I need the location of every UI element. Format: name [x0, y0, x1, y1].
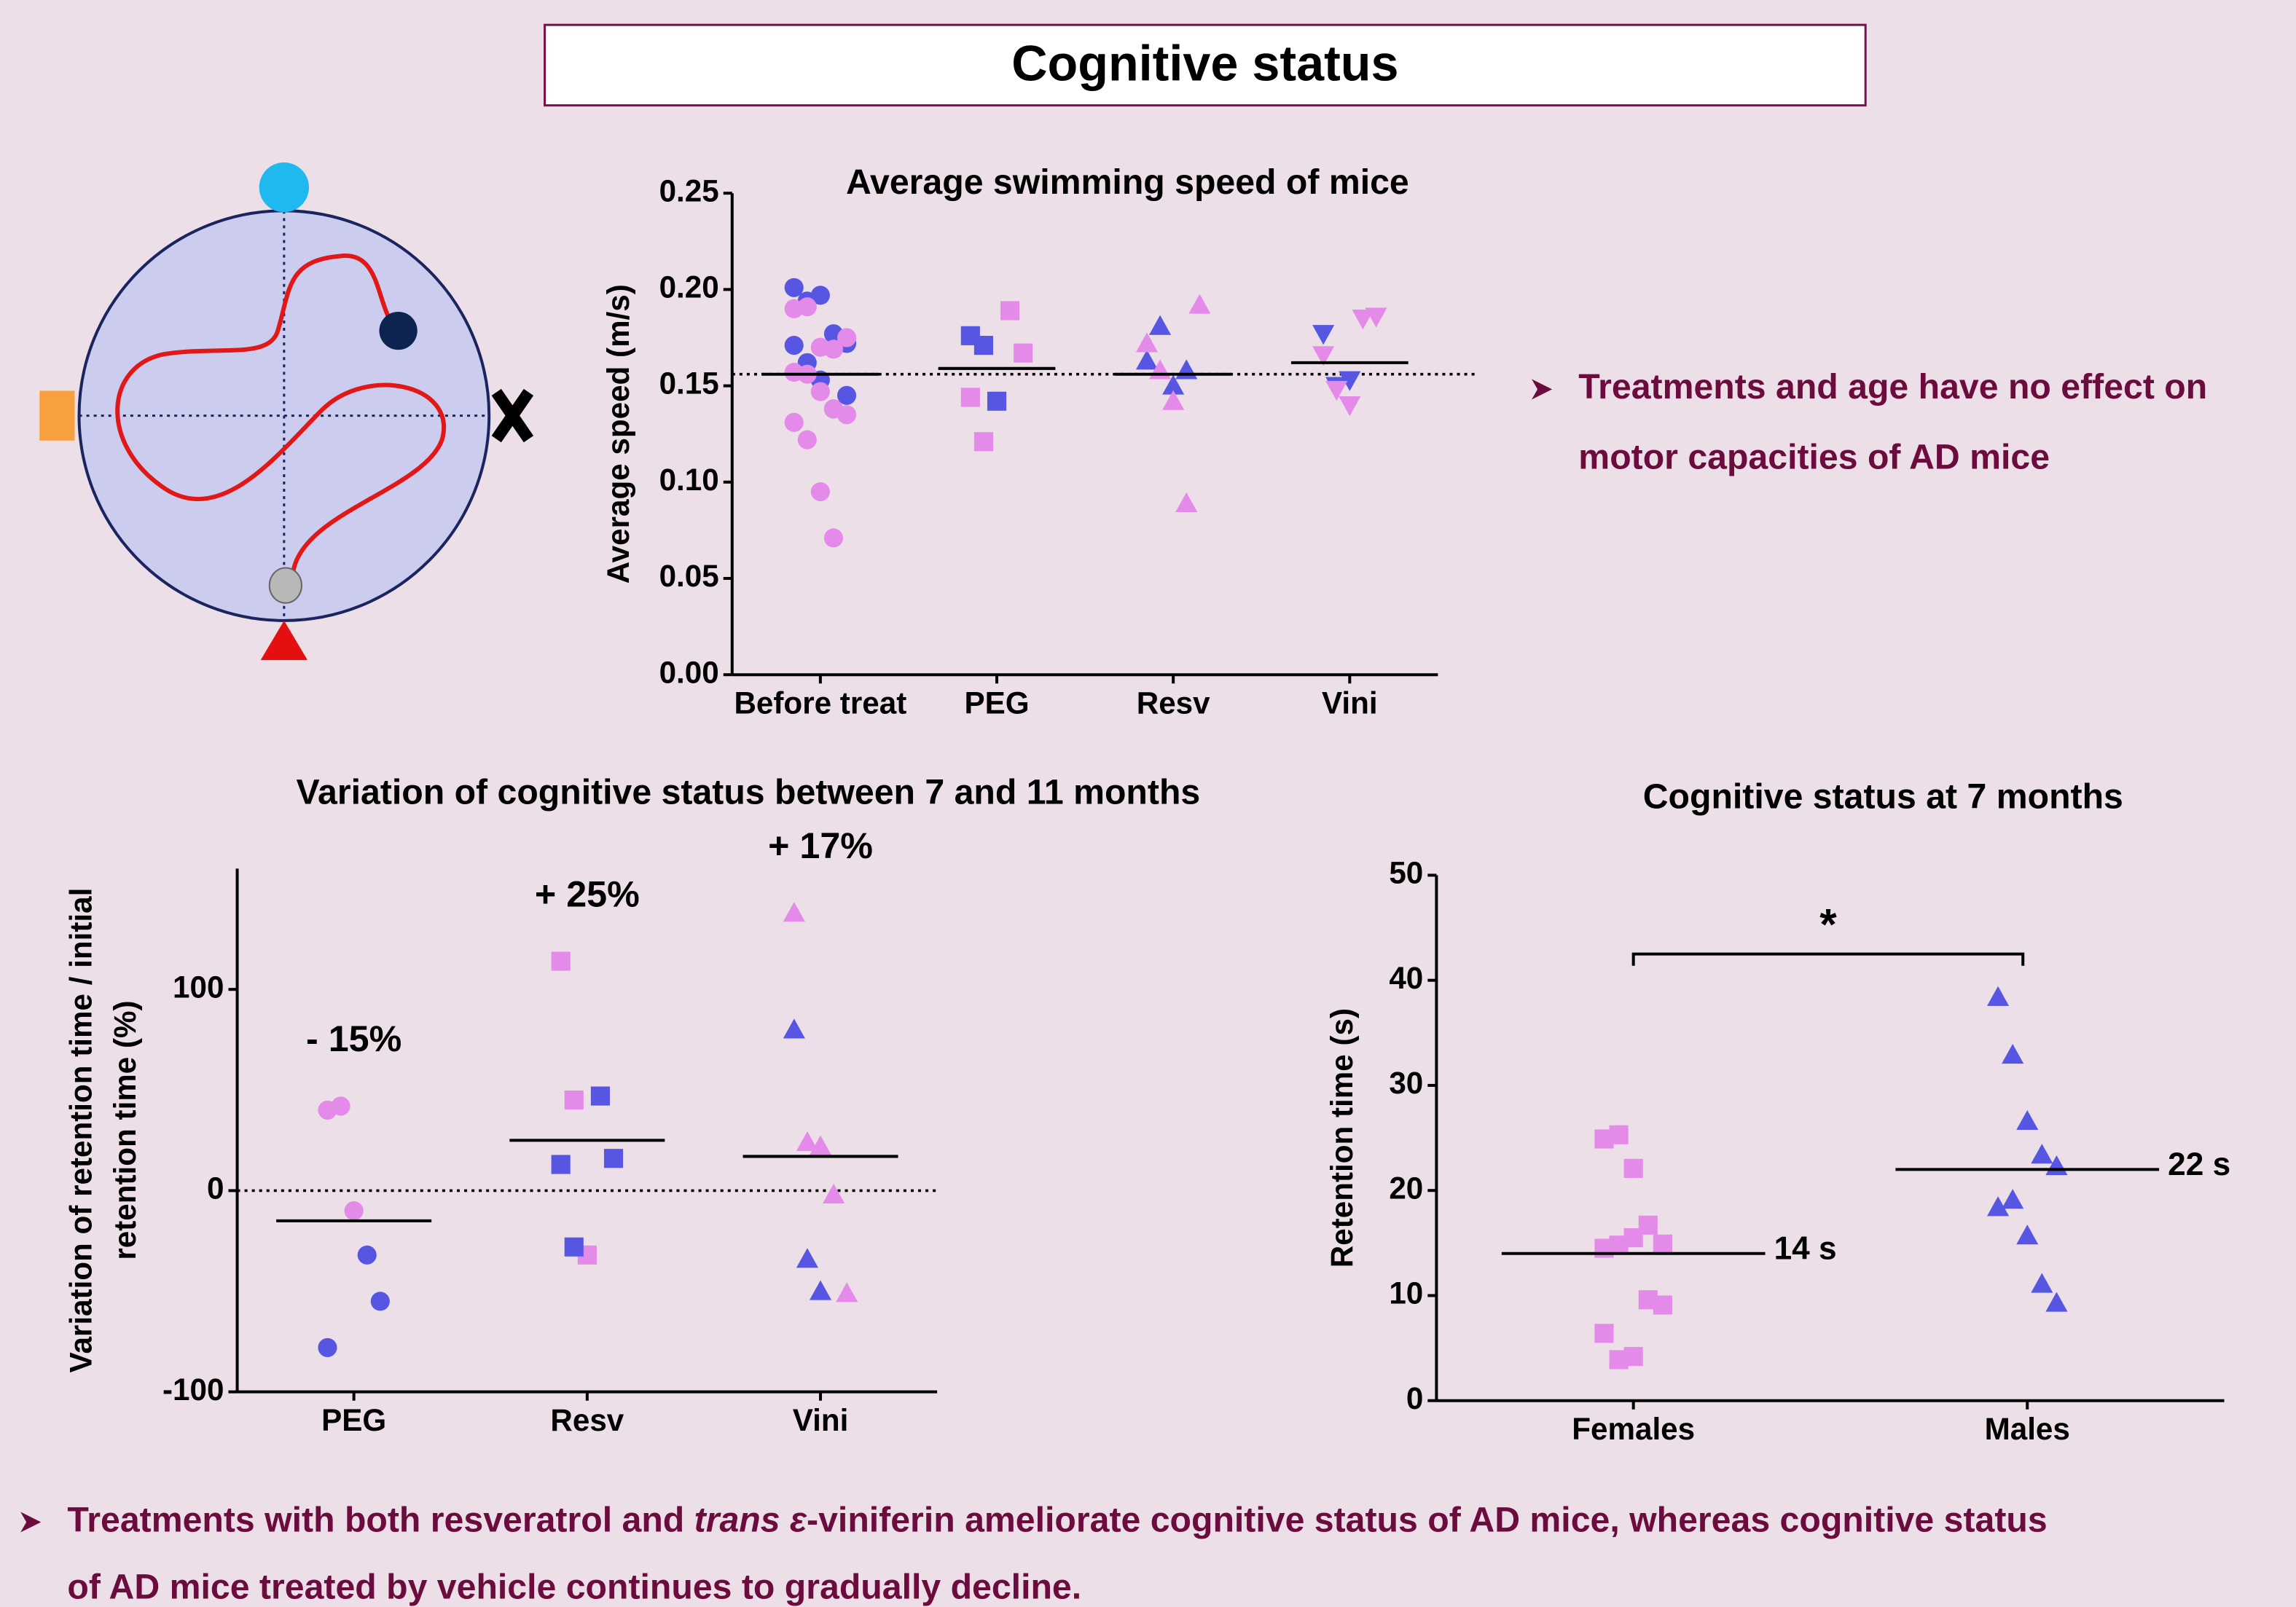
note-part: trans ε	[694, 1500, 807, 1539]
y-axis-label: Variation of retention time / initial	[64, 888, 98, 1373]
chart-title: Average swimming speed of mice	[846, 162, 1409, 202]
x-tick-label: Vini	[793, 1403, 849, 1437]
data-point	[552, 951, 571, 970]
data-point	[824, 528, 843, 547]
data-point	[798, 297, 817, 316]
data-point	[785, 413, 804, 432]
note-text: Treatments and age have no effect on	[1578, 367, 2207, 406]
data-point	[552, 1155, 571, 1174]
y-tick-label: 0	[1406, 1381, 1423, 1415]
y-tick-label: 30	[1389, 1066, 1423, 1100]
cue-circle	[259, 162, 309, 212]
data-point	[1624, 1347, 1643, 1366]
mean-label: - 15%	[306, 1018, 401, 1059]
note-text: motor capacities of AD mice	[1578, 438, 2050, 477]
y-tick-label: 0.05	[659, 559, 719, 593]
x-tick-label: Males	[1985, 1412, 2070, 1446]
y-tick-label: 0.20	[659, 270, 719, 304]
data-point	[1624, 1228, 1643, 1247]
y-axis-label: Average speed (m/s)	[601, 284, 635, 584]
data-point	[1014, 344, 1033, 363]
y-tick-label: -100	[162, 1372, 224, 1407]
data-point	[1610, 1125, 1629, 1144]
mean-label: + 17%	[768, 825, 873, 866]
y-axis-label: Retention time (s)	[1325, 1008, 1359, 1268]
x-tick-label: Resv	[550, 1403, 624, 1437]
x-tick-label: PEG	[964, 686, 1029, 720]
data-point	[798, 431, 817, 449]
data-point	[1624, 1159, 1643, 1178]
data-point	[371, 1292, 390, 1311]
data-point	[358, 1246, 377, 1265]
data-point	[318, 1338, 337, 1357]
data-point	[1000, 301, 1019, 320]
data-point	[785, 336, 804, 355]
y-tick-label: 0.25	[659, 173, 719, 208]
x-tick-label: Before treat	[734, 686, 906, 720]
data-point	[837, 405, 856, 424]
x-tick-label: PEG	[321, 1403, 386, 1437]
data-point	[1594, 1324, 1613, 1343]
data-point	[331, 1096, 350, 1115]
y-tick-label: 0.10	[659, 463, 719, 497]
y-tick-label: 0.00	[659, 655, 719, 689]
note-part: -viniferin ameliorate cognitive status o…	[807, 1500, 2048, 1539]
y-axis-label: retention time (%)	[108, 1000, 142, 1260]
chart-title: Cognitive status at 7 months	[1643, 777, 2123, 817]
data-point	[345, 1201, 364, 1220]
cue-square	[39, 390, 74, 440]
chart-title: Variation of cognitive status between 7 …	[297, 773, 1201, 812]
data-point	[1653, 1235, 1672, 1254]
data-point	[987, 392, 1006, 411]
y-tick-label: 40	[1389, 961, 1423, 995]
note-text: Treatments with both resveratrol and tra…	[67, 1500, 2047, 1539]
x-tick-label: Females	[1572, 1412, 1695, 1446]
significance-label: *	[1819, 899, 1837, 948]
data-point	[837, 328, 856, 347]
mouse-icon	[270, 568, 302, 603]
y-tick-label: 0	[207, 1171, 224, 1206]
data-point	[604, 1149, 623, 1168]
page: Cognitive status Treatments and age have…	[0, 0, 2296, 1607]
mean-label: + 25%	[535, 873, 640, 914]
x-tick-label: Vini	[1322, 686, 1378, 720]
page-title: Cognitive status	[1011, 36, 1398, 91]
data-point	[1653, 1295, 1672, 1314]
note-part: Treatments with both resveratrol and	[67, 1500, 694, 1539]
data-point	[811, 382, 830, 401]
data-point	[961, 388, 980, 406]
mean-label: 22 s	[2168, 1147, 2230, 1182]
note-text: of AD mice treated by vehicle continues …	[67, 1568, 1081, 1607]
platform	[379, 312, 417, 350]
poster: Cognitive status Treatments and age have…	[0, 0, 2296, 1607]
y-tick-label: 10	[1389, 1276, 1423, 1311]
y-tick-label: 50	[1389, 856, 1423, 890]
data-point	[565, 1238, 584, 1257]
y-tick-label: 100	[173, 970, 224, 1004]
data-point	[591, 1087, 610, 1106]
y-tick-label: 0.15	[659, 366, 719, 401]
x-tick-label: Resv	[1137, 686, 1210, 720]
mean-label: 14 s	[1774, 1230, 1837, 1266]
data-point	[565, 1091, 584, 1109]
data-point	[811, 482, 830, 501]
data-point	[974, 432, 993, 451]
y-tick-label: 20	[1389, 1171, 1423, 1205]
data-point	[974, 336, 993, 355]
